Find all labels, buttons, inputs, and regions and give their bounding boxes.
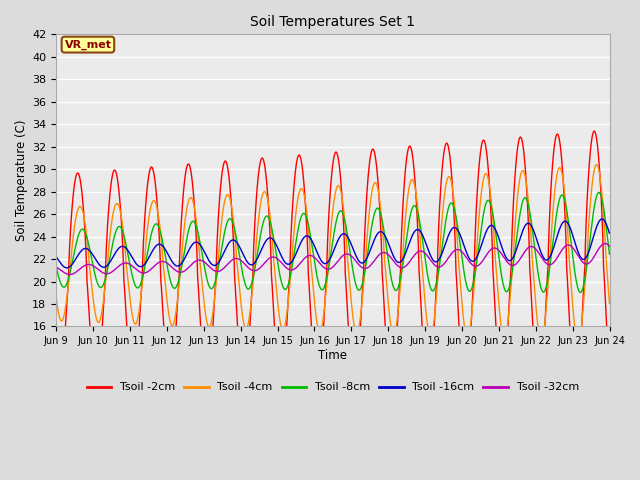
Tsoil -8cm: [152, 221, 159, 227]
Tsoil -16cm: [457, 234, 465, 240]
Tsoil -4cm: [152, 200, 159, 205]
Y-axis label: Soil Temperature (C): Soil Temperature (C): [15, 120, 28, 241]
Tsoil -4cm: [605, 301, 613, 307]
Tsoil -4cm: [52, 294, 60, 300]
Tsoil -8cm: [426, 284, 434, 289]
X-axis label: Time: Time: [318, 349, 348, 362]
Tsoil -8cm: [605, 252, 613, 257]
Line: Tsoil -2cm: Tsoil -2cm: [56, 131, 609, 399]
Tsoil -8cm: [605, 247, 612, 253]
Tsoil -16cm: [488, 223, 496, 228]
Tsoil -8cm: [488, 207, 496, 213]
Tsoil -32cm: [605, 243, 612, 249]
Legend: Tsoil -2cm, Tsoil -4cm, Tsoil -8cm, Tsoil -16cm, Tsoil -32cm: Tsoil -2cm, Tsoil -4cm, Tsoil -8cm, Tsoi…: [82, 378, 584, 397]
Tsoil -8cm: [312, 268, 320, 274]
Tsoil -4cm: [426, 333, 434, 339]
Tsoil -32cm: [605, 243, 613, 249]
Tsoil -2cm: [312, 386, 320, 392]
Tsoil -16cm: [598, 216, 606, 222]
Tsoil -32cm: [66, 272, 74, 277]
Tsoil -32cm: [52, 264, 60, 270]
Tsoil -32cm: [601, 240, 609, 246]
Title: Soil Temperatures Set 1: Soil Temperatures Set 1: [250, 15, 415, 29]
Tsoil -2cm: [457, 355, 465, 360]
Tsoil -4cm: [312, 313, 320, 319]
Tsoil -32cm: [152, 262, 159, 268]
Tsoil -2cm: [152, 183, 159, 189]
Tsoil -8cm: [52, 264, 60, 269]
Text: VR_met: VR_met: [65, 39, 111, 50]
Tsoil -4cm: [593, 162, 600, 168]
Tsoil -32cm: [457, 248, 465, 254]
Tsoil -4cm: [605, 294, 612, 300]
Tsoil -8cm: [595, 190, 603, 195]
Tsoil -2cm: [605, 373, 613, 379]
Tsoil -16cm: [52, 254, 60, 260]
Tsoil -16cm: [63, 265, 71, 271]
Tsoil -8cm: [457, 246, 465, 252]
Tsoil -16cm: [426, 252, 434, 258]
Tsoil -16cm: [152, 243, 159, 249]
Tsoil -4cm: [457, 285, 465, 291]
Tsoil -4cm: [574, 339, 582, 345]
Tsoil -32cm: [426, 257, 434, 263]
Line: Tsoil -32cm: Tsoil -32cm: [56, 243, 609, 275]
Tsoil -32cm: [312, 256, 320, 262]
Tsoil -16cm: [605, 230, 613, 236]
Tsoil -32cm: [488, 246, 496, 252]
Line: Tsoil -16cm: Tsoil -16cm: [56, 219, 609, 268]
Tsoil -2cm: [572, 396, 580, 402]
Tsoil -2cm: [590, 128, 598, 134]
Tsoil -8cm: [577, 289, 584, 295]
Line: Tsoil -8cm: Tsoil -8cm: [56, 192, 609, 292]
Line: Tsoil -4cm: Tsoil -4cm: [56, 165, 609, 342]
Tsoil -4cm: [488, 207, 496, 213]
Tsoil -2cm: [52, 369, 60, 374]
Tsoil -16cm: [605, 228, 612, 234]
Tsoil -16cm: [312, 247, 320, 253]
Tsoil -2cm: [426, 385, 434, 391]
Tsoil -2cm: [605, 366, 612, 372]
Tsoil -2cm: [488, 238, 496, 244]
